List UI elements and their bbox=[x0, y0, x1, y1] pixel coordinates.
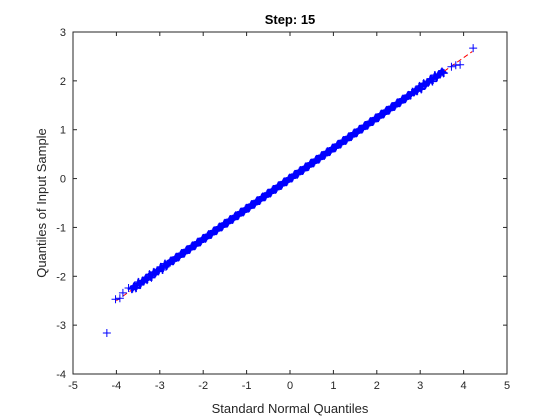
x-tick-label: -5 bbox=[68, 380, 78, 392]
x-tick-label: 3 bbox=[417, 380, 423, 392]
x-tick-label: 5 bbox=[504, 380, 510, 392]
data-point bbox=[456, 60, 465, 69]
data-point bbox=[363, 121, 372, 130]
data-point bbox=[374, 113, 383, 122]
data-point bbox=[358, 125, 367, 134]
data-point bbox=[428, 77, 437, 86]
x-tick-label: -1 bbox=[242, 380, 252, 392]
data-point bbox=[158, 265, 167, 274]
data-point bbox=[440, 69, 449, 78]
data-point bbox=[342, 136, 351, 145]
data-point bbox=[325, 147, 334, 156]
data-point bbox=[147, 273, 156, 282]
data-point bbox=[118, 288, 127, 297]
x-tick-label: -2 bbox=[198, 380, 208, 392]
y-tick-label: -1 bbox=[56, 222, 66, 234]
data-point bbox=[438, 67, 447, 76]
data-point bbox=[347, 132, 356, 141]
data-point bbox=[352, 129, 361, 138]
data-point bbox=[379, 110, 388, 119]
x-axis-ticks: -5 -4 -3 -2 -1 0 1 2 3 4 5 bbox=[68, 32, 510, 392]
chart-title: Step: 15 bbox=[265, 12, 316, 27]
data-point bbox=[320, 151, 329, 160]
x-tick-label: 0 bbox=[287, 380, 293, 392]
x-tick-label: 2 bbox=[374, 380, 380, 392]
x-tick-label: 4 bbox=[461, 380, 467, 392]
y-tick-label: -4 bbox=[56, 369, 66, 381]
data-markers bbox=[102, 44, 478, 337]
y-tick-label: -2 bbox=[56, 271, 66, 283]
y-tick-label: 3 bbox=[60, 27, 66, 39]
data-point bbox=[102, 328, 111, 337]
data-point bbox=[390, 102, 399, 111]
data-point bbox=[369, 117, 378, 126]
y-tick-label: 2 bbox=[60, 76, 66, 88]
data-point bbox=[111, 295, 120, 304]
y-axis-ticks: -4 -3 -2 -1 0 1 2 3 bbox=[56, 27, 507, 381]
y-tick-label: 0 bbox=[60, 174, 66, 186]
y-axis-label: Quantiles of Input Sample bbox=[34, 128, 49, 278]
data-point bbox=[336, 140, 345, 149]
data-point bbox=[447, 62, 456, 71]
data-point bbox=[385, 106, 394, 115]
data-point bbox=[469, 44, 478, 53]
x-axis-label: Standard Normal Quantiles bbox=[212, 401, 369, 416]
y-tick-label: -3 bbox=[56, 320, 66, 332]
x-tick-label: -4 bbox=[112, 380, 122, 392]
data-point bbox=[124, 284, 133, 293]
x-tick-label: 1 bbox=[330, 380, 336, 392]
data-point bbox=[115, 294, 124, 303]
plot-area bbox=[72, 31, 508, 375]
data-point bbox=[331, 144, 340, 153]
x-tick-label: -3 bbox=[155, 380, 165, 392]
y-tick-label: 1 bbox=[60, 125, 66, 137]
